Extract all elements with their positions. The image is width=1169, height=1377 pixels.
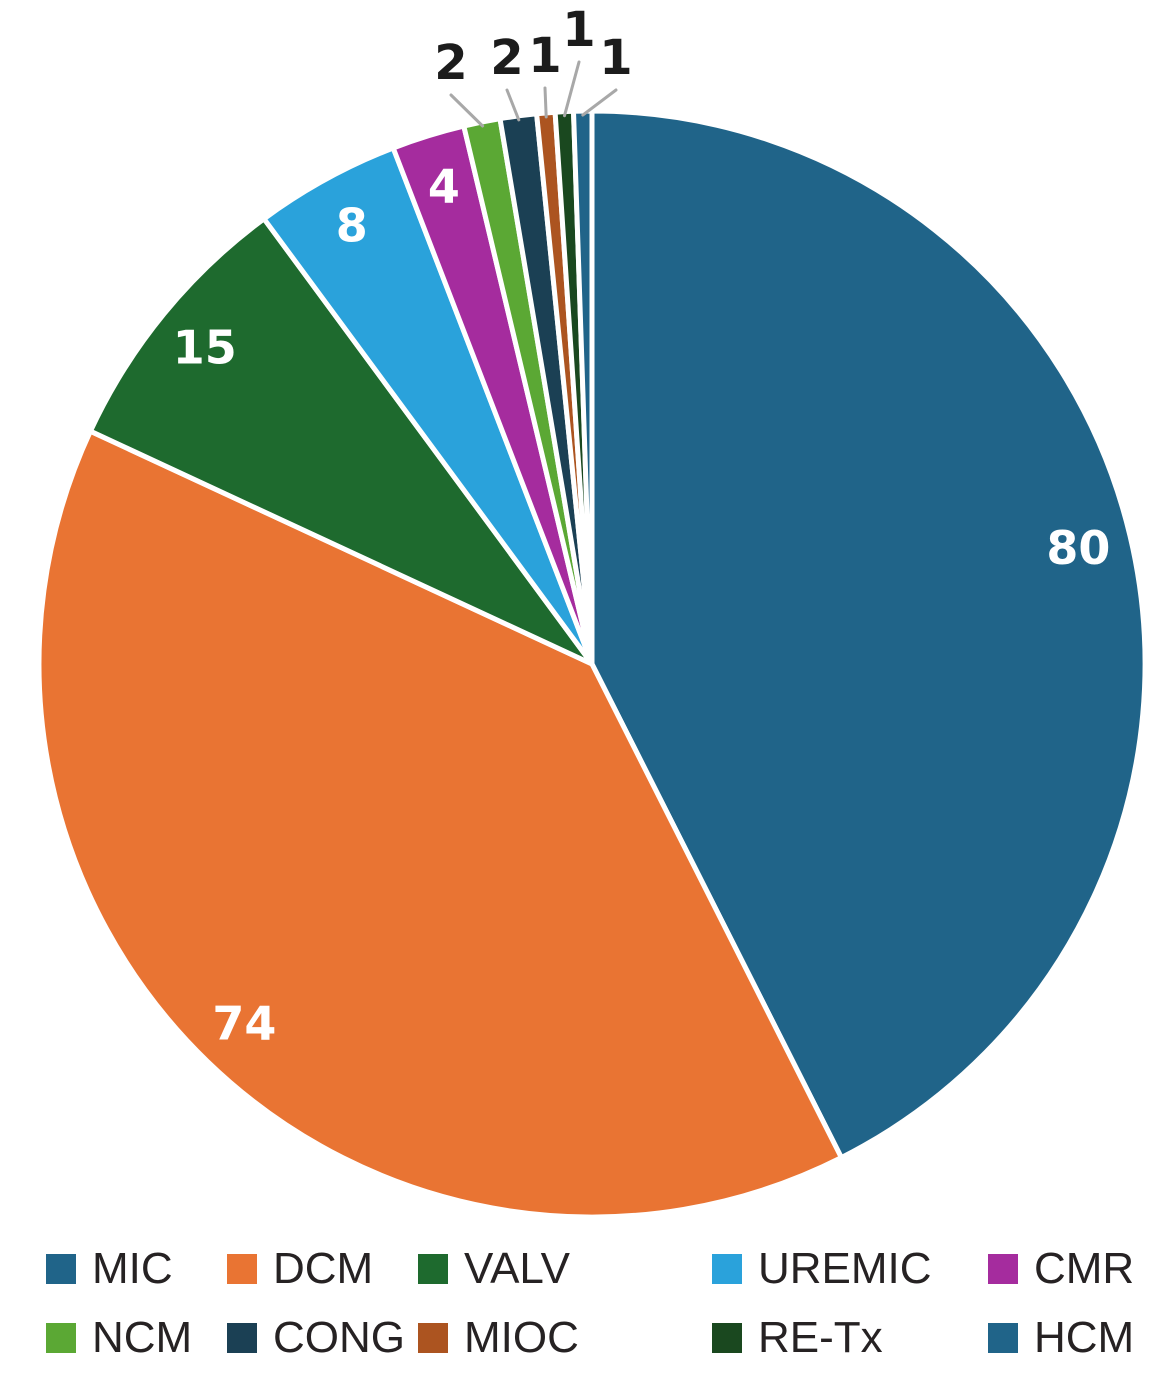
legend-label: MIC (92, 1244, 173, 1293)
legend-swatch-RE-Tx (712, 1323, 742, 1353)
legend-item-UREMIC: UREMIC (712, 1244, 932, 1293)
legend-item-HCM: HCM (988, 1313, 1135, 1362)
leader-line-RE-Tx (563, 60, 581, 118)
pie-slice-VALV (87, 216, 595, 667)
leader-line-NCM (449, 93, 485, 128)
legend-label: MIOC (464, 1313, 579, 1362)
legend-swatch-MIC (46, 1254, 76, 1284)
legend-label: RE-Tx (758, 1313, 883, 1362)
legend-swatch-CONG (227, 1323, 257, 1353)
legend-swatch-HCM (988, 1323, 1018, 1353)
value-label-VALV: 15 (173, 321, 237, 375)
value-label-HCM: 1 (599, 30, 632, 86)
leader-line-MIOC (543, 86, 548, 119)
value-label-DCM: 74 (212, 996, 276, 1050)
legend-swatch-CMR (988, 1254, 1018, 1284)
value-label-UREMIC: 8 (336, 199, 368, 253)
legend-item-CMR: CMR (988, 1244, 1135, 1293)
legend-swatch-DCM (227, 1254, 257, 1284)
legend-item-VALV: VALV (418, 1244, 570, 1293)
pie-slice-MIC (589, 108, 1148, 1161)
legend-label: CMR (1034, 1244, 1135, 1293)
legend-item-NCM: NCM (46, 1313, 193, 1362)
legend-swatch-NCM (46, 1323, 76, 1353)
value-label-CONG: 2 (490, 30, 523, 86)
legend-item-DCM: DCM (227, 1244, 374, 1293)
legend-swatch-VALV (418, 1254, 448, 1284)
leader-line-HCM (581, 88, 618, 117)
legend-item-CONG: CONG (227, 1313, 405, 1362)
legend-swatch-UREMIC (712, 1254, 742, 1284)
pie-slice-DCM (36, 428, 844, 1220)
pie-slice-HCM (571, 108, 595, 667)
legend-label: HCM (1034, 1313, 1135, 1362)
legend-swatch-MIOC (418, 1323, 448, 1353)
legend-label: VALV (464, 1244, 570, 1293)
legend-label: NCM (92, 1313, 193, 1362)
legend-item-MIC: MIC (46, 1244, 173, 1293)
value-label-NCM: 2 (434, 35, 467, 91)
value-label-RE-Tx: 1 (562, 2, 595, 58)
legend-label: DCM (273, 1244, 374, 1293)
legend-item-RE-Tx: RE-Tx (712, 1313, 883, 1362)
leader-line-CONG (505, 88, 521, 122)
legend-item-MIOC: MIOC (418, 1313, 579, 1362)
value-label-MIOC: 1 (528, 28, 561, 84)
legend-label: CONG (273, 1313, 405, 1362)
value-label-MIC: 80 (1046, 521, 1110, 575)
value-label-CMR: 4 (428, 159, 460, 213)
legend-label: UREMIC (758, 1244, 932, 1293)
